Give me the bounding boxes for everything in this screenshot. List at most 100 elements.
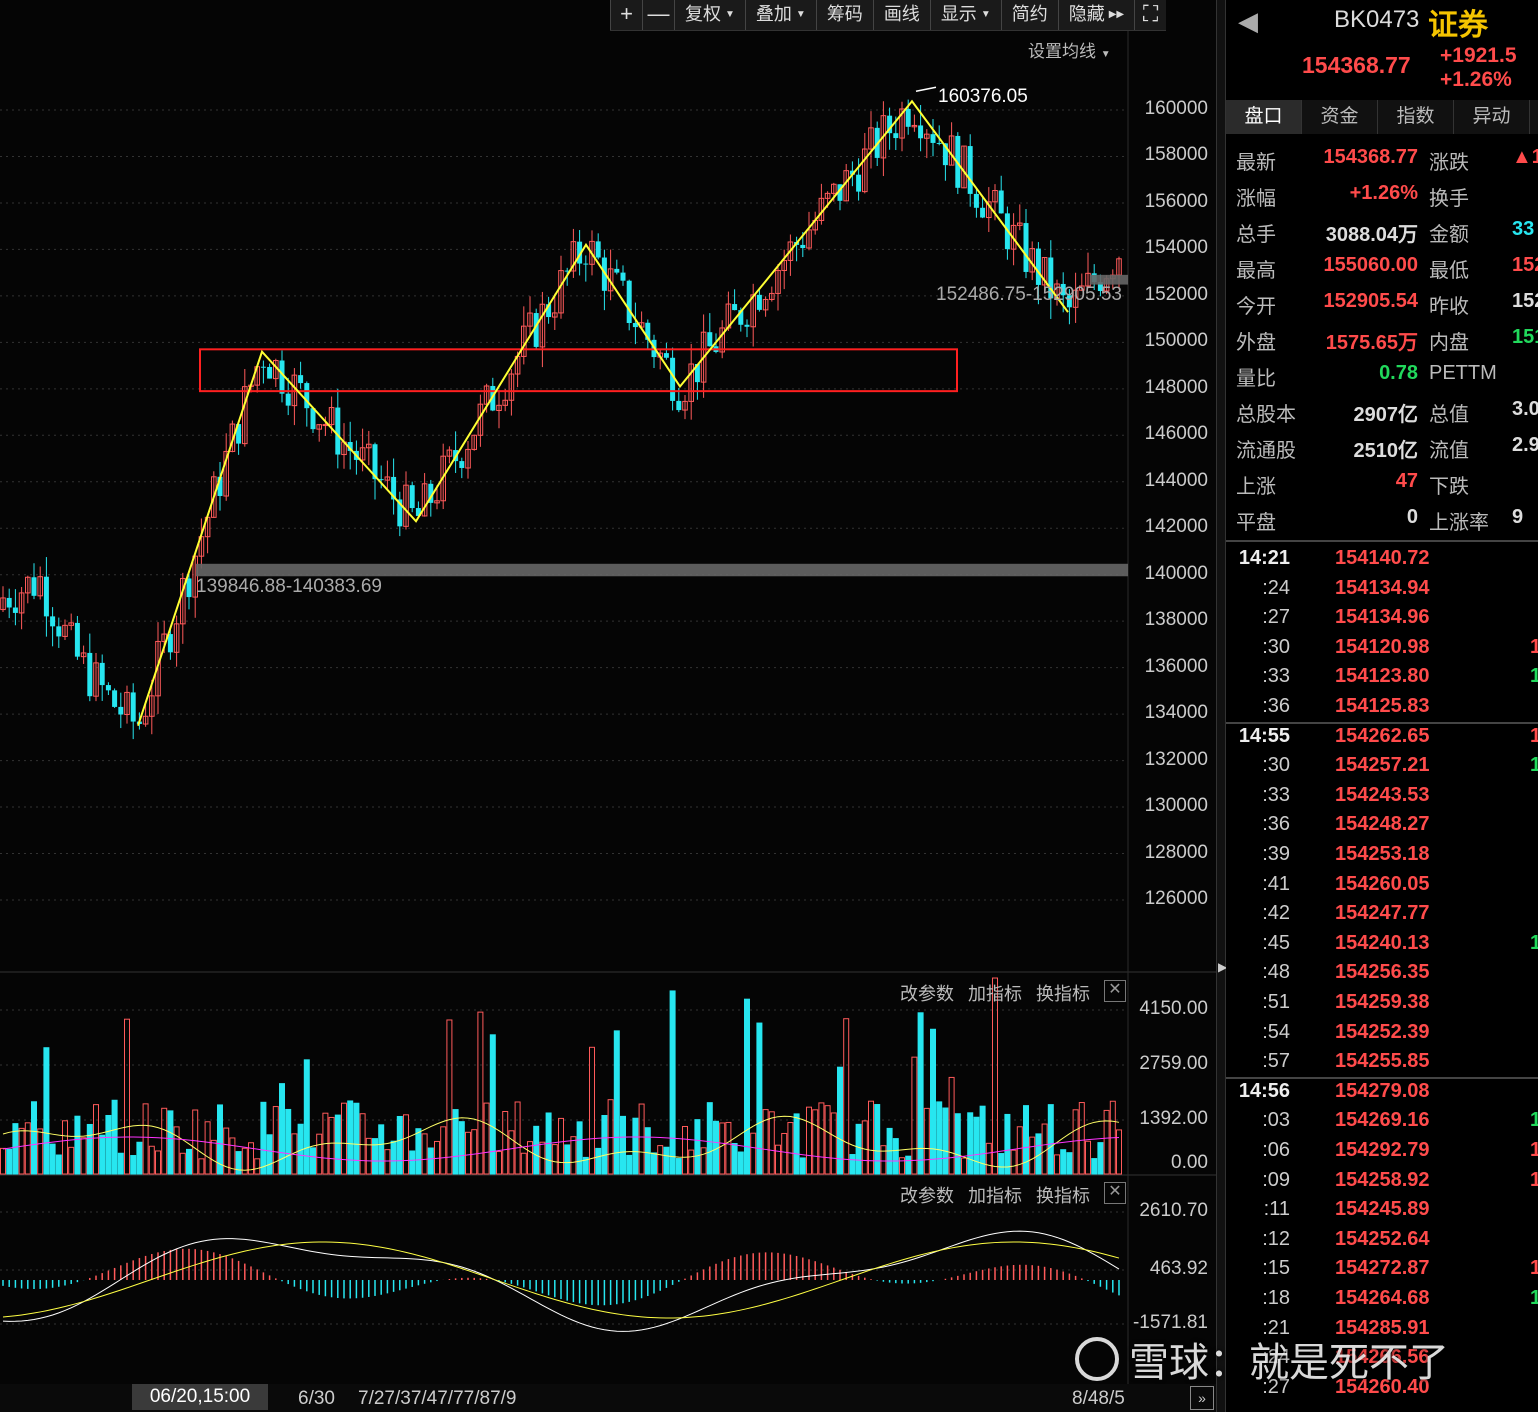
volume-bar [285,1108,292,1175]
volume-bar [105,1114,112,1175]
volume-bar [514,1101,521,1175]
stat-label: 总股本 [1236,404,1296,426]
candle-body [434,500,440,504]
macd-add-indicator-button[interactable]: 加指标 [968,1186,1022,1206]
candle-body [614,268,620,273]
volume-bar [421,1133,428,1175]
candle-body [347,442,353,451]
volume-bar [142,1103,149,1175]
rights-adjust-label: 复权 [685,4,721,24]
volume-bar [694,1119,701,1175]
candle-body [924,133,930,139]
rights-adjust-button[interactable]: 复权 ▼ [674,0,745,30]
tick-row: 14:56 154279.08 [1226,1077,1538,1107]
tab-index[interactable]: 指数 [1378,100,1454,134]
tick-price: 154120.98 [1335,635,1430,658]
candle-body [775,269,781,294]
tab-order-book[interactable]: 盘口 [1226,100,1302,134]
back-icon[interactable]: ◀ [1238,6,1258,36]
chips-button[interactable]: 筹码 [815,0,873,30]
stat-label: 外盘 [1236,332,1276,354]
simple-mode-button[interactable]: 简约 [1000,0,1058,30]
volume-bar [279,1083,285,1175]
volume-add-indicator-button[interactable]: 加指标 [968,984,1022,1004]
candle-body [694,364,700,383]
candle-body [304,383,310,409]
candle-body [0,597,6,611]
candle-body [124,691,130,716]
volume-bar [179,1152,186,1175]
tab-anomaly[interactable]: 异动 [1454,100,1530,134]
volume-bar [967,1112,974,1175]
display-button[interactable]: 显示 ▼ [929,0,1001,30]
volume-edit-params-button[interactable]: 改参数 [900,984,954,1004]
fullscreen-icon[interactable]: ⛶ [1134,0,1166,30]
tick-price: 154252.64 [1335,1227,1430,1250]
candle-body [366,443,372,449]
volume-close-icon[interactable]: ✕ [1104,980,1126,1002]
tick-time: :33 [1262,783,1290,806]
stat-row: 平盘 0 上涨率 9 [1226,500,1538,536]
volume-bar [136,1141,143,1175]
volume-bar [917,1012,924,1175]
candle-body [1060,283,1066,296]
stat-row: 量比 0.78 PETTM [1226,356,1538,392]
candle-body [980,207,986,218]
candle-body [552,312,558,318]
macd-switch-indicator-button[interactable]: 换指标 [1036,1186,1090,1206]
tick-time: :24 [1262,1346,1290,1369]
tick-volume: 1 [1530,1168,1538,1191]
tick-time: :06 [1262,1139,1290,1161]
candle-body [118,706,124,715]
collapse-arrow-icon[interactable]: ▶ [1218,960,1228,974]
scroll-right-icon[interactable]: » [1190,1386,1214,1410]
stat-row: 涨幅 +1.26% 换手 [1226,176,1538,212]
volume-bar [644,1127,651,1175]
panel-splitter[interactable]: ▶ [1216,0,1228,1412]
ma-setting-dropdown[interactable]: 设置均线 ▼ [1028,37,1111,62]
zoom-in-button[interactable]: + [610,0,642,30]
lower-zone-annotation: 139846.88-140383.69 [196,576,382,597]
volume-bar [483,1102,490,1175]
volume-bar [558,1117,564,1175]
last-price: 154368.77 [1302,52,1411,78]
overlay-button[interactable]: 叠加 ▼ [744,0,816,30]
caret-down-icon: ▼ [795,9,806,21]
tick-row: :21 154285.91 [1226,1314,1538,1344]
tick-volume: 1 [1530,1109,1538,1132]
caret-down-icon: ▼ [725,9,735,21]
hide-button[interactable]: 隐藏 ▶▶ [1057,0,1134,30]
tick-price: 154140.72 [1335,547,1430,569]
volume-bar [99,1134,106,1175]
high-price-annotation: 160376.05 [938,86,1028,107]
volume-bar [998,1153,1005,1175]
macd-tick-label: 463.92 [1149,1258,1208,1279]
zoom-out-button[interactable]: — [642,0,674,30]
macd-edit-params-button[interactable]: 改参数 [900,1186,954,1206]
candle-body [211,476,217,518]
stat-value: 33 [1512,218,1535,240]
volume-bar [496,1151,502,1175]
candle-body [421,483,428,517]
candle-body [403,484,409,527]
volume-bar [669,990,676,1175]
candle-body [384,476,391,481]
candle-body [440,455,446,502]
chart-canvas[interactable] [0,0,1216,1384]
kline-chart-area[interactable]: + — 复权 ▼ 叠加 ▼ 筹码 画线 显示 ▼ 简约 隐藏 ▶▶ ⛶ 设置均线 ▼ 1… [0,0,1216,1412]
macd-close-icon[interactable]: ✕ [1104,1182,1126,1204]
stat-value: 47 [1395,470,1418,492]
candle-body [911,124,918,128]
stat-value: 152 [1512,290,1538,312]
candle-body [496,404,502,412]
draw-line-button[interactable]: 画线 [872,0,930,30]
candle-body [391,476,397,500]
volume-bar [954,1113,961,1175]
tick-time: :09 [1262,1168,1290,1191]
tick-time: :15 [1262,1257,1290,1280]
volume-switch-indicator-button[interactable]: 换指标 [1036,984,1090,1004]
tick-volume: 1 [1530,754,1538,777]
tab-funds[interactable]: 资金 [1302,100,1378,134]
volume-bar [837,1066,843,1175]
tick-row: :06 154292.79 1 [1226,1136,1538,1166]
